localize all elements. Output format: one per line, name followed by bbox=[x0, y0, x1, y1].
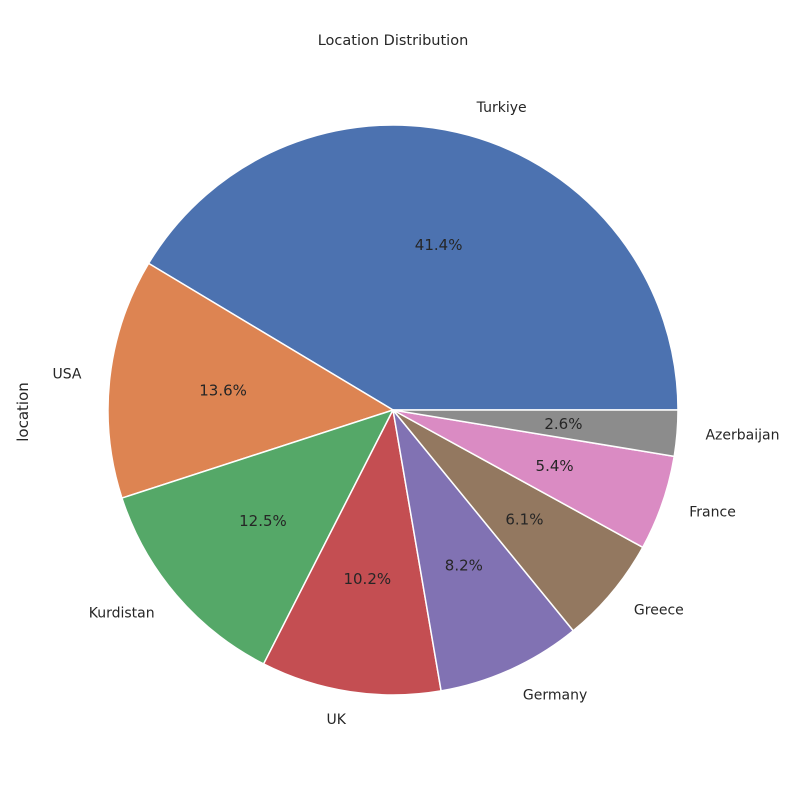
pct-label-kurdistan: 12.5% bbox=[239, 512, 287, 530]
slice-label-turkiye: Turkiye bbox=[476, 100, 527, 116]
slice-label-azerbaijan: Azerbaijan bbox=[705, 428, 779, 444]
pie-slice-azerbaijan bbox=[392, 409, 679, 458]
y-axis-label: location bbox=[14, 382, 32, 442]
pct-label-azerbaijan: 2.6% bbox=[544, 415, 582, 433]
pct-label-greece: 6.1% bbox=[505, 510, 543, 528]
pie-slice-usa bbox=[107, 262, 394, 499]
pct-label-usa: 13.6% bbox=[199, 382, 247, 400]
chart-title: Location Distribution bbox=[318, 33, 469, 49]
slice-label-uk: UK bbox=[326, 712, 346, 728]
slice-label-france: France bbox=[689, 504, 736, 520]
slice-label-usa: USA bbox=[53, 367, 82, 383]
pie-slice-turkiye bbox=[147, 124, 679, 411]
pie-labels: 41.4% Turkiye 13.6% USA 12.5% Kurdistan 10.2% U… bbox=[53, 100, 780, 728]
pie-slice-germany bbox=[392, 409, 575, 692]
slice-label-kurdistan: Kurdistan bbox=[89, 606, 155, 622]
pie-slice-kurdistan bbox=[121, 409, 394, 665]
pct-label-france: 5.4% bbox=[536, 457, 574, 475]
slice-label-greece: Greece bbox=[634, 603, 684, 619]
pct-label-uk: 10.2% bbox=[343, 570, 391, 588]
pct-label-turkiye: 41.4% bbox=[415, 236, 463, 254]
slice-label-germany: Germany bbox=[523, 687, 587, 703]
pie-slices bbox=[107, 124, 679, 696]
pie-slice-uk bbox=[262, 409, 442, 696]
pct-label-germany: 8.2% bbox=[445, 557, 483, 575]
